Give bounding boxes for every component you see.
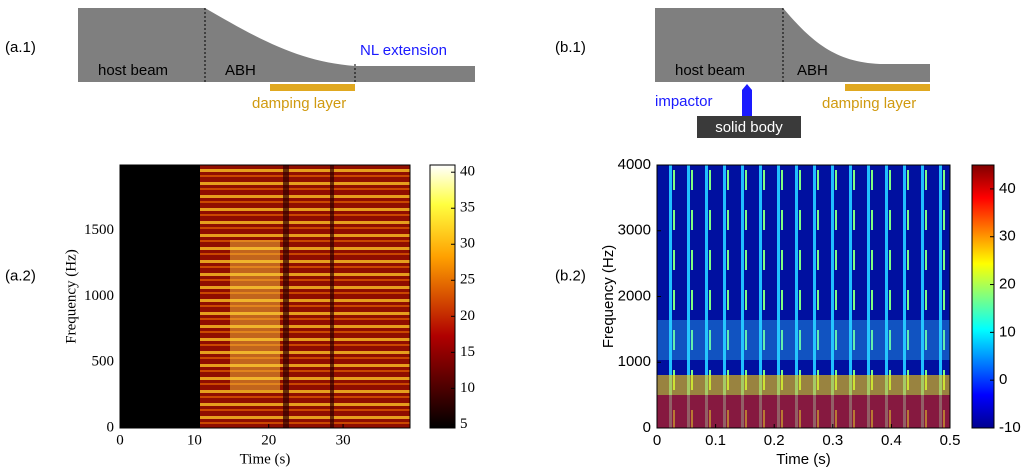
x-axis-label: Time (s) xyxy=(776,451,830,468)
y-tick-label: 1500 xyxy=(84,222,114,238)
x-tick-label: 0.3 xyxy=(822,432,843,449)
extension-label: NL extension xyxy=(360,42,447,59)
x-tick-label: 0.4 xyxy=(881,432,902,449)
x-tick-label: 0.2 xyxy=(764,432,785,449)
y-tick-label: 4000 xyxy=(618,156,651,173)
colorbar-tick-label: 10 xyxy=(460,380,475,396)
x-tick-label: 0.1 xyxy=(705,432,726,449)
colorbar-tick-label: 35 xyxy=(460,200,475,216)
panel-label: (a.1) xyxy=(5,39,36,56)
x-tick-label: 0 xyxy=(653,432,661,449)
y-tick-label: 0 xyxy=(643,419,651,436)
y-tick-label: 500 xyxy=(92,354,115,370)
colorbar xyxy=(429,164,456,429)
spectrogram-texture xyxy=(657,395,950,428)
y-axis-label: Frequency (Hz) xyxy=(63,249,79,344)
abh-label: ABH xyxy=(797,62,828,79)
colorbar-tick-label: 15 xyxy=(460,344,475,360)
y-tick-label: 1000 xyxy=(618,353,651,370)
x-tick-label: 20 xyxy=(261,432,276,448)
x-tick-label: 0.5 xyxy=(940,432,961,449)
y-axis-label: Frequency (Hz) xyxy=(600,245,617,348)
solid-body-label: solid body xyxy=(715,119,783,136)
colorbar-tick-label: 10 xyxy=(999,323,1016,340)
panel-label: (b.2) xyxy=(555,267,586,284)
solid-body xyxy=(697,116,801,138)
spectrogram-texture xyxy=(200,165,410,428)
damping-layer xyxy=(270,84,355,91)
colorbar-tick-label: -10 xyxy=(999,419,1021,436)
x-tick-label: 30 xyxy=(336,432,351,448)
y-tick-label: 0 xyxy=(107,419,115,435)
spectrogram-texture xyxy=(657,375,950,395)
spectrogram-texture xyxy=(230,240,280,390)
colorbar-tick-label: 40 xyxy=(999,180,1016,197)
colorbar-tick-label: 0 xyxy=(999,371,1007,388)
spectrogram-texture xyxy=(283,165,289,428)
beam xyxy=(655,8,930,82)
spectrogram-texture xyxy=(330,165,334,428)
y-tick-label: 1000 xyxy=(84,288,114,304)
x-tick-label: 0 xyxy=(116,432,124,448)
colorbar-tick-label: 40 xyxy=(460,164,475,180)
colorbar-tick-label: 30 xyxy=(460,236,475,252)
y-tick-label: 3000 xyxy=(618,222,651,239)
colorbar-tick-label: 20 xyxy=(999,276,1016,293)
damping-label: damping layer xyxy=(822,95,916,112)
impactor xyxy=(742,84,752,116)
impactor-label: impactor xyxy=(655,93,713,110)
x-axis-label: Time (s) xyxy=(240,451,291,467)
colorbar xyxy=(971,164,995,429)
colorbar-tick-label: 5 xyxy=(460,416,468,432)
x-tick-label: 10 xyxy=(187,432,202,448)
abh-label: ABH xyxy=(225,62,256,79)
damping-label: damping layer xyxy=(252,95,346,112)
panel-label: (a.2) xyxy=(5,267,36,284)
colorbar-tick-label: 30 xyxy=(999,228,1016,245)
damping-layer xyxy=(845,84,930,91)
y-tick-label: 2000 xyxy=(618,287,651,304)
host-beam-label: host beam xyxy=(98,62,168,79)
beam xyxy=(78,8,475,82)
host-beam-label: host beam xyxy=(675,62,745,79)
panel-label: (b.1) xyxy=(555,39,586,56)
colorbar-tick-label: 25 xyxy=(460,272,475,288)
spectrogram-texture xyxy=(657,320,950,360)
colorbar-tick-label: 20 xyxy=(460,308,475,324)
